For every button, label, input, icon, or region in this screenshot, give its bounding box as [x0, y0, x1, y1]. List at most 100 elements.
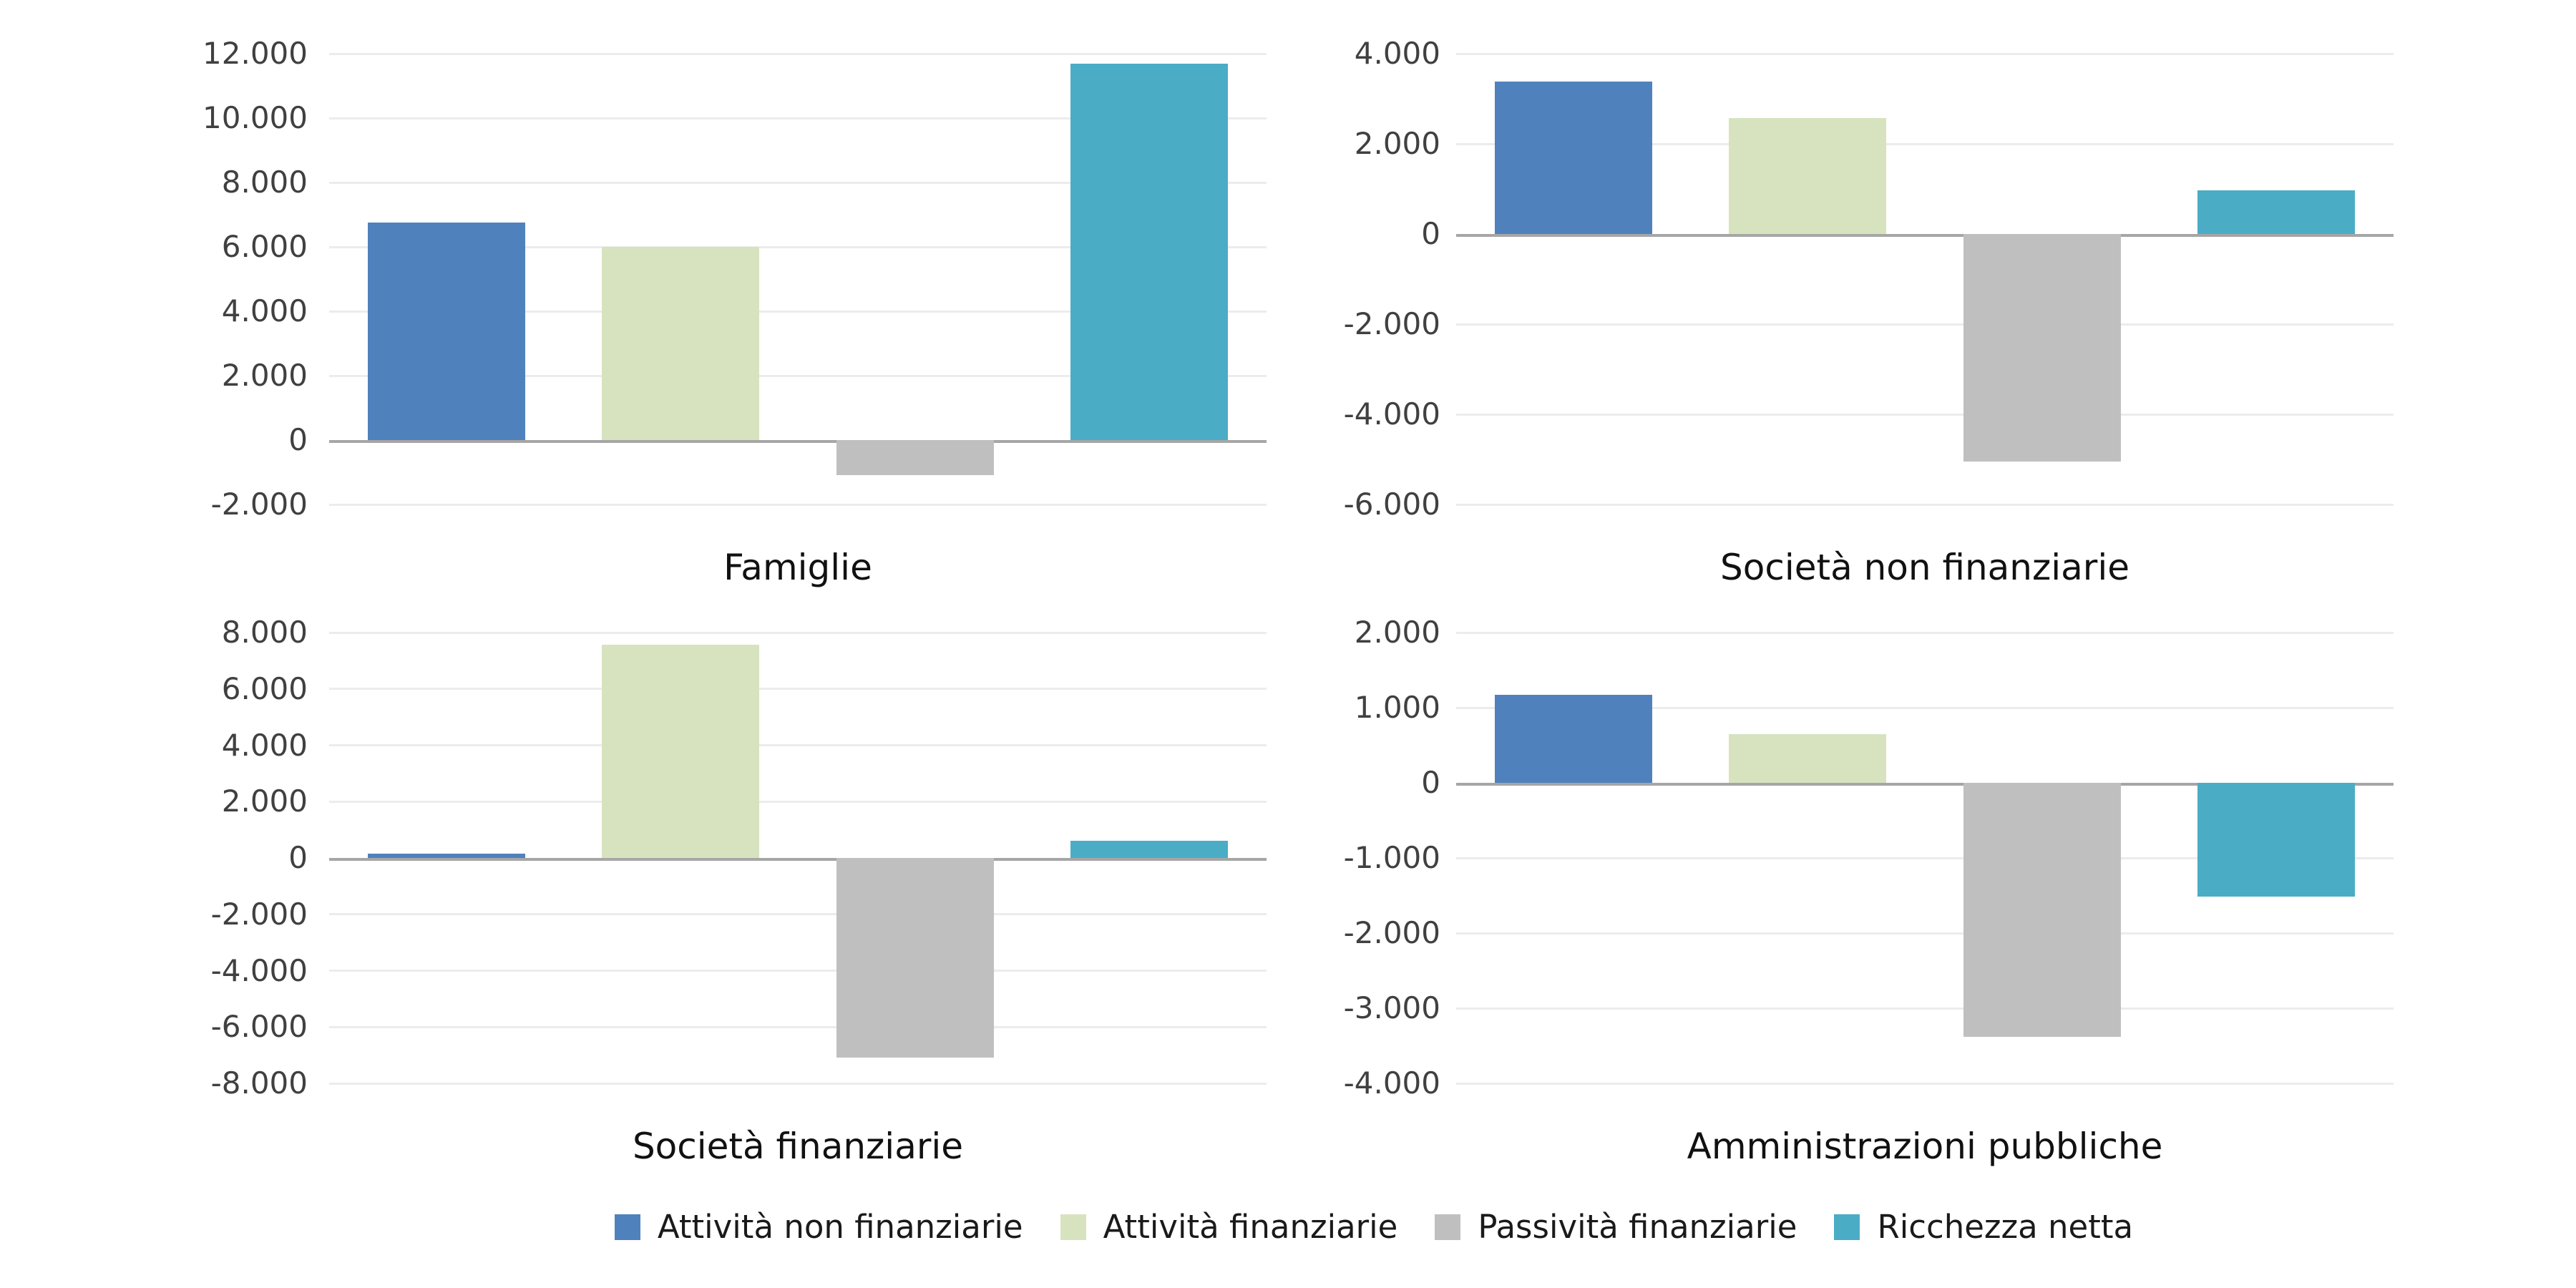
legend-label: Passività finanziarie — [1478, 1208, 1797, 1246]
y-axis: 2.000 1.000 0 -1.000 -2.000 -3.000 -4.000 — [1288, 615, 1456, 1101]
bar-ricchezza-netta — [2197, 190, 2356, 234]
y-tick-label: 8.000 — [221, 615, 308, 650]
legend-label: Attività non finanziarie — [657, 1208, 1023, 1246]
bar-attivit-finanziarie — [1729, 118, 1887, 234]
legend-swatch-attivita-finanziarie — [1060, 1214, 1086, 1240]
plot-area — [1456, 631, 2394, 1085]
y-tick-label: -3.000 — [1343, 990, 1440, 1025]
gridline — [1456, 857, 2394, 859]
y-tick-label: -2.000 — [210, 896, 308, 932]
bar-ricchezza-netta — [1070, 63, 1229, 440]
y-tick-label: 2.000 — [1354, 615, 1440, 650]
y-tick-label: 4.000 — [221, 293, 308, 328]
gridline — [329, 744, 1267, 746]
gridline — [1456, 1082, 2394, 1085]
chart-societa-non-finanziarie: 4.000 2.000 0 -2.000 -4.000 -6.000 Società no… — [1288, 0, 2576, 590]
gridline — [1456, 932, 2394, 935]
gridline — [329, 1082, 1267, 1085]
legend-label: Ricchezza netta — [1877, 1208, 2134, 1246]
gridline — [1456, 503, 2394, 506]
gridline — [329, 181, 1267, 184]
gridline — [329, 374, 1267, 377]
bar-attivit-non-finanziarie — [367, 223, 525, 440]
legend-item-passivita-finanziarie: Passività finanziarie — [1435, 1208, 1797, 1246]
gridline — [329, 913, 1267, 916]
y-axis: 12.000 10.000 8.000 6.000 4.000 2.000 0 -2.000 — [0, 36, 329, 522]
gridline — [1456, 52, 2394, 55]
chart-body: 8.000 6.000 4.000 2.000 0 -2.000 -4.000 -6.000 -… — [0, 615, 1288, 1101]
gridline — [1456, 706, 2394, 709]
bar-passivit-finanziarie — [836, 440, 994, 476]
chart-body: 4.000 2.000 0 -2.000 -4.000 -6.000 — [1288, 36, 2576, 522]
y-tick-label: 12.000 — [203, 36, 308, 71]
legend-swatch-attivita-non-finanziarie — [614, 1214, 640, 1240]
bar-passivit-finanziarie — [836, 858, 994, 1058]
gridline — [329, 310, 1267, 313]
legend-swatch-ricchezza-netta — [1834, 1214, 1860, 1240]
y-tick-label: 10.000 — [203, 100, 308, 135]
legend-item-attivita-finanziarie: Attività finanziarie — [1060, 1208, 1397, 1246]
zero-axis-line — [329, 858, 1267, 861]
chart-title: Società finanziarie — [632, 1126, 964, 1167]
zero-axis-line — [1456, 783, 2394, 786]
chart-body: 12.000 10.000 8.000 6.000 4.000 2.000 0 -2.000 — [0, 36, 1288, 522]
bar-attivit-non-finanziarie — [1494, 695, 1652, 783]
y-tick-label: 0 — [1421, 765, 1440, 800]
plot-area — [329, 631, 1267, 1085]
bar-attivit-non-finanziarie — [367, 854, 525, 858]
y-tick-label: -4.000 — [1343, 396, 1440, 431]
y-tick-label: -4.000 — [210, 952, 308, 988]
y-tick-label: 2.000 — [221, 358, 308, 393]
gridline — [1456, 142, 2394, 145]
y-tick-label: -2.000 — [210, 487, 308, 522]
zero-axis-line — [329, 440, 1267, 443]
plot-area — [1456, 52, 2394, 506]
gridline — [329, 117, 1267, 119]
y-tick-label: 0 — [1421, 216, 1440, 251]
chart-body: 2.000 1.000 0 -1.000 -2.000 -3.000 -4.000 — [1288, 615, 2576, 1101]
gridline — [1456, 1007, 2394, 1010]
chart-title: Famiglie — [723, 547, 872, 588]
y-tick-label: 0 — [288, 422, 308, 457]
y-tick-label: -2.000 — [1343, 915, 1440, 950]
gridline — [329, 52, 1267, 55]
y-tick-label: 1.000 — [1354, 690, 1440, 725]
chart-title: Amministrazioni pubbliche — [1687, 1126, 2163, 1167]
bar-attivit-non-finanziarie — [1494, 82, 1652, 234]
gridline — [329, 503, 1267, 506]
y-tick-label: -2.000 — [1343, 306, 1440, 341]
plot-area — [329, 52, 1267, 506]
bar-passivit-finanziarie — [1963, 783, 2121, 1037]
gridline — [329, 970, 1267, 972]
gridline — [1456, 631, 2394, 634]
bar-passivit-finanziarie — [1963, 234, 2121, 462]
chart-title: Società non finanziarie — [1720, 547, 2129, 588]
legend-swatch-passivita-finanziarie — [1435, 1214, 1461, 1240]
bar-attivit-finanziarie — [602, 644, 760, 858]
zero-axis-line — [1456, 234, 2394, 237]
chart-amministrazioni-pubbliche: 2.000 1.000 0 -1.000 -2.000 -3.000 -4.000 Ammi… — [1288, 590, 2576, 1169]
y-tick-label: -6.000 — [210, 1009, 308, 1045]
gridline — [329, 800, 1267, 803]
bar-ricchezza-netta — [2197, 783, 2356, 897]
gridline — [329, 631, 1267, 634]
y-axis: 4.000 2.000 0 -2.000 -4.000 -6.000 — [1288, 36, 1456, 522]
y-tick-label: 8.000 — [221, 165, 308, 200]
legend-item-ricchezza-netta: Ricchezza netta — [1834, 1208, 2133, 1246]
gridline — [329, 245, 1267, 248]
gridline — [1456, 413, 2394, 416]
charts-grid: 12.000 10.000 8.000 6.000 4.000 2.000 0 -2.000 … — [0, 0, 2576, 1169]
gridline — [1456, 323, 2394, 326]
gridline — [329, 1025, 1267, 1028]
y-tick-label: -1.000 — [1343, 840, 1440, 875]
y-tick-label: -4.000 — [1343, 1065, 1440, 1101]
y-tick-label: 0 — [288, 840, 308, 875]
y-tick-label: 2.000 — [1354, 126, 1440, 161]
y-tick-label: 2.000 — [221, 784, 308, 819]
bar-attivit-finanziarie — [1729, 733, 1887, 783]
y-tick-label: -8.000 — [210, 1065, 308, 1101]
legend-item-attivita-non-finanziarie: Attività non finanziarie — [614, 1208, 1023, 1246]
y-axis: 8.000 6.000 4.000 2.000 0 -2.000 -4.000 -6.000 -… — [0, 615, 329, 1101]
y-tick-label: -6.000 — [1343, 487, 1440, 522]
